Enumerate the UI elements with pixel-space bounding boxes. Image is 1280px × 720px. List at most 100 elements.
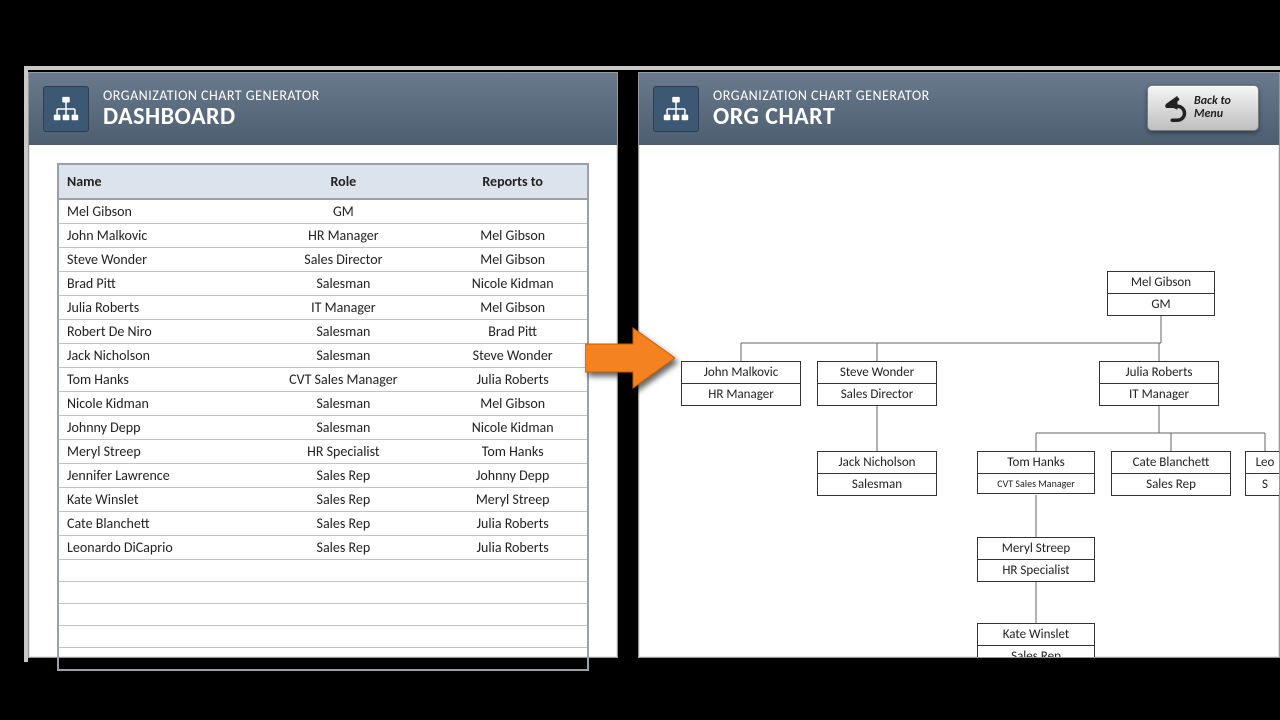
table-cell: Sales Rep bbox=[248, 536, 438, 560]
table-cell: GM bbox=[248, 199, 438, 224]
org-node-name: Kate Winslet bbox=[978, 624, 1094, 646]
table-cell: Mel Gibson bbox=[438, 224, 588, 248]
org-node-role: HR Specialist bbox=[978, 560, 1094, 581]
table-cell: HR Specialist bbox=[248, 440, 438, 464]
table-row[interactable]: Brad PittSalesmanNicole Kidman bbox=[58, 272, 588, 296]
table-cell: Sales Director bbox=[248, 248, 438, 272]
dashboard-panel: ORGANIZATION CHART GENERATOR DASHBOARD N… bbox=[28, 72, 618, 658]
dashboard-title: DASHBOARD bbox=[103, 104, 320, 130]
table-cell: Salesman bbox=[248, 392, 438, 416]
org-node[interactable]: John MalkovicHR Manager bbox=[681, 361, 801, 406]
table-cell: Mel Gibson bbox=[438, 248, 588, 272]
table-cell: Jennifer Lawrence bbox=[58, 464, 248, 488]
org-node-name: Meryl Streep bbox=[978, 538, 1094, 560]
org-node-name: Mel Gibson bbox=[1108, 272, 1214, 294]
table-row[interactable]: Mel GibsonGM bbox=[58, 199, 588, 224]
org-node[interactable]: Cate BlanchettSales Rep bbox=[1111, 451, 1231, 496]
table-cell: Meryl Streep bbox=[438, 488, 588, 512]
table-cell: Johnny Depp bbox=[438, 464, 588, 488]
column-header: Name bbox=[58, 164, 248, 199]
table-cell bbox=[438, 199, 588, 224]
orgchart-header: ORGANIZATION CHART GENERATOR ORG CHART B… bbox=[639, 73, 1279, 145]
table-cell: Johnny Depp bbox=[58, 416, 248, 440]
table-row[interactable]: John MalkovicHR ManagerMel Gibson bbox=[58, 224, 588, 248]
table-cell: Salesman bbox=[248, 272, 438, 296]
orgchart-canvas: Mel GibsonGM John MalkovicHR Manager Steve… bbox=[639, 145, 1279, 657]
table-cell: Mel Gibson bbox=[58, 199, 248, 224]
table-cell: Leonardo DiCaprio bbox=[58, 536, 248, 560]
org-node-name: Julia Roberts bbox=[1100, 362, 1218, 384]
table-row[interactable]: Steve WonderSales DirectorMel Gibson bbox=[58, 248, 588, 272]
table-cell: Mel Gibson bbox=[438, 392, 588, 416]
table-cell: IT Manager bbox=[248, 296, 438, 320]
table-cell: Julia Roberts bbox=[438, 368, 588, 392]
table-cell: Sales Rep bbox=[248, 512, 438, 536]
org-node[interactable]: Meryl StreepHR Specialist bbox=[977, 537, 1095, 582]
table-cell: Nicole Kidman bbox=[438, 416, 588, 440]
table-cell: HR Manager bbox=[248, 224, 438, 248]
org-node-name: Steve Wonder bbox=[818, 362, 936, 384]
orgchart-icon bbox=[43, 86, 89, 132]
org-node[interactable]: Jack NicholsonSalesman bbox=[817, 451, 937, 496]
table-cell: Jack Nicholson bbox=[58, 344, 248, 368]
table-row[interactable]: Cate BlanchettSales RepJulia Roberts bbox=[58, 512, 588, 536]
org-node-name: Tom Hanks bbox=[978, 452, 1094, 474]
table-row[interactable]: Kate WinsletSales RepMeryl Streep bbox=[58, 488, 588, 512]
table-row-empty bbox=[58, 626, 588, 648]
table-cell: Mel Gibson bbox=[438, 296, 588, 320]
table-cell: Julia Roberts bbox=[438, 512, 588, 536]
table-row[interactable]: Jack NicholsonSalesmanSteve Wonder bbox=[58, 344, 588, 368]
table-cell: Julia Roberts bbox=[438, 536, 588, 560]
org-node-name: John Malkovic bbox=[682, 362, 800, 384]
table-cell: Salesman bbox=[248, 344, 438, 368]
org-node-name: Jack Nicholson bbox=[818, 452, 936, 474]
table-cell: John Malkovic bbox=[58, 224, 248, 248]
table-cell: Julia Roberts bbox=[58, 296, 248, 320]
orgchart-icon bbox=[653, 86, 699, 132]
arrow-icon bbox=[585, 326, 675, 390]
table-row[interactable]: Johnny DeppSalesmanNicole Kidman bbox=[58, 416, 588, 440]
table-cell: Nicole Kidman bbox=[438, 272, 588, 296]
org-node-role: HR Manager bbox=[682, 384, 800, 405]
table-row[interactable]: Leonardo DiCaprioSales RepJulia Roberts bbox=[58, 536, 588, 560]
orgchart-panel: ORGANIZATION CHART GENERATOR ORG CHART B… bbox=[638, 72, 1280, 658]
table-row[interactable]: Nicole KidmanSalesmanMel Gibson bbox=[58, 392, 588, 416]
table-cell: Steve Wonder bbox=[438, 344, 588, 368]
dashboard-header: ORGANIZATION CHART GENERATOR DASHBOARD bbox=[29, 73, 617, 145]
column-header: Role bbox=[248, 164, 438, 199]
org-node[interactable]: Steve WonderSales Director bbox=[817, 361, 937, 406]
table-cell: Nicole Kidman bbox=[58, 392, 248, 416]
org-node-role: Sales Director bbox=[818, 384, 936, 405]
table-cell: Cate Blanchett bbox=[58, 512, 248, 536]
table-cell: Sales Rep bbox=[248, 464, 438, 488]
table-row-empty bbox=[58, 604, 588, 626]
org-node-role: CVT Sales Manager bbox=[978, 474, 1094, 493]
table-row[interactable]: Tom HanksCVT Sales ManagerJulia Roberts bbox=[58, 368, 588, 392]
org-node[interactable]: Mel GibsonGM bbox=[1107, 271, 1215, 316]
org-node-role: S bbox=[1246, 474, 1279, 495]
table-row[interactable]: Meryl StreepHR SpecialistTom Hanks bbox=[58, 440, 588, 464]
table-row[interactable]: Robert De NiroSalesmanBrad Pitt bbox=[58, 320, 588, 344]
table-cell: Sales Rep bbox=[248, 488, 438, 512]
table-cell: Brad Pitt bbox=[58, 272, 248, 296]
org-node[interactable]: LeoS bbox=[1245, 451, 1279, 496]
table-cell: Brad Pitt bbox=[438, 320, 588, 344]
org-node-name: Leo bbox=[1246, 452, 1279, 474]
org-node-role: Sales Rep bbox=[1112, 474, 1230, 495]
org-node[interactable]: Kate WinsletSales Rep bbox=[977, 623, 1095, 657]
column-header: Reports to bbox=[438, 164, 588, 199]
org-node-role: GM bbox=[1108, 294, 1214, 315]
table-cell: Salesman bbox=[248, 320, 438, 344]
table-cell: Steve Wonder bbox=[58, 248, 248, 272]
table-row-empty bbox=[58, 560, 588, 582]
table-row[interactable]: Jennifer LawrenceSales RepJohnny Depp bbox=[58, 464, 588, 488]
orgchart-title: ORG CHART bbox=[713, 104, 930, 130]
table-row-empty bbox=[58, 648, 588, 670]
org-node[interactable]: Julia RobertsIT Manager bbox=[1099, 361, 1219, 406]
table-cell: Salesman bbox=[248, 416, 438, 440]
table-row[interactable]: Julia RobertsIT ManagerMel Gibson bbox=[58, 296, 588, 320]
org-node[interactable]: Tom HanksCVT Sales Manager bbox=[977, 451, 1095, 494]
org-node-role: Salesman bbox=[818, 474, 936, 495]
org-node-name: Cate Blanchett bbox=[1112, 452, 1230, 474]
back-to-menu-button[interactable]: Back to Menu bbox=[1147, 85, 1259, 131]
